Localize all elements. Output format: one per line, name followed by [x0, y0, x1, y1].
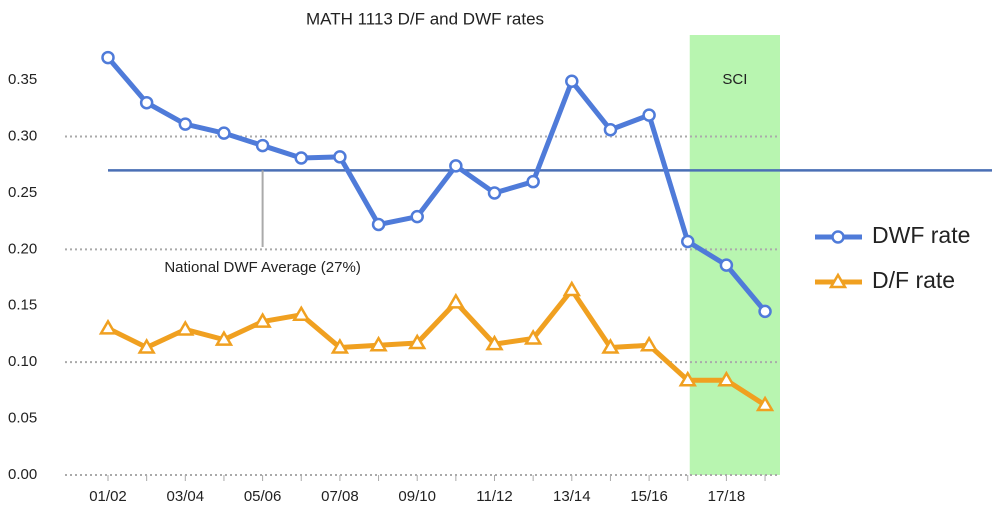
legend-marker: [828, 272, 848, 289]
point: [217, 126, 231, 140]
point: [333, 150, 347, 164]
point: [371, 217, 386, 232]
x-tick-label: 07/08: [321, 488, 359, 505]
y-tick-label: 0.15: [8, 297, 37, 314]
y-tick-label: 0.10: [8, 353, 37, 370]
x-tick-label: 17/18: [708, 488, 746, 505]
shaded-region-label: SCI: [722, 71, 747, 88]
point: [678, 370, 697, 387]
point: [642, 108, 656, 122]
point: [603, 123, 618, 137]
point: [292, 305, 311, 322]
point: [255, 138, 270, 153]
point: [176, 319, 195, 336]
point: [294, 151, 308, 165]
point: [446, 292, 466, 309]
point: [487, 186, 502, 200]
x-tick-label: 15/16: [630, 488, 668, 505]
y-tick-label: 0.35: [8, 71, 37, 88]
point: [681, 234, 695, 249]
point: [98, 318, 118, 335]
point: [601, 338, 620, 354]
y-tick-label: 0.25: [8, 184, 37, 201]
point: [485, 334, 504, 351]
point: [253, 312, 272, 328]
point: [408, 333, 427, 350]
x-tick-label: 09/10: [398, 488, 436, 505]
point: [178, 117, 193, 131]
point: [139, 95, 154, 110]
point: [410, 209, 424, 224]
point: [565, 74, 579, 89]
legend-label: DWF rate: [872, 222, 970, 248]
series-line: [106, 287, 767, 408]
point: [639, 335, 659, 352]
annotation: National DWF Average (27%): [164, 259, 360, 276]
point: [717, 370, 736, 387]
point: [562, 280, 581, 297]
point: [449, 159, 463, 173]
point: [369, 335, 388, 352]
point: [330, 338, 350, 354]
point: [214, 330, 234, 346]
legend-label: D/F rate: [872, 267, 955, 293]
point: [719, 258, 734, 272]
chart-title: MATH 1113 D/F and DWF rates: [306, 9, 544, 28]
x-tick-label: 05/06: [244, 488, 282, 505]
point: [755, 395, 775, 412]
y-tick-label: 0.05: [8, 410, 37, 427]
x-tick-label: 03/04: [167, 488, 205, 505]
y-tick-label: 0.30: [8, 128, 37, 145]
point: [758, 304, 772, 319]
point: [101, 50, 115, 65]
y-tick-label: 0.20: [8, 240, 37, 257]
point: [523, 329, 543, 345]
legend-marker: [831, 230, 845, 244]
x-tick-label: 13/14: [553, 488, 591, 505]
point: [526, 174, 540, 189]
x-tick-label: 11/12: [476, 488, 512, 505]
x-tick-label: 01/02: [89, 488, 127, 505]
y-tick-label: 0.00: [8, 466, 37, 483]
point: [137, 338, 156, 354]
